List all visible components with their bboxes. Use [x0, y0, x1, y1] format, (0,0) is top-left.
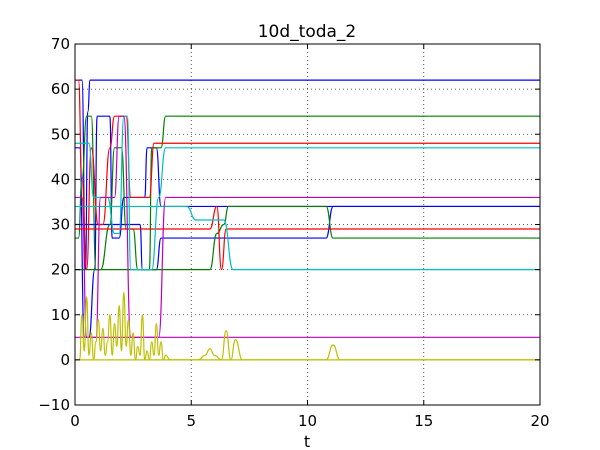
series-line-3 — [75, 205, 540, 271]
series-line-12 — [75, 291, 540, 361]
series-line-13 — [75, 329, 540, 361]
y-tick-label: 20 — [51, 261, 70, 279]
series-line-1 — [75, 79, 540, 271]
x-tick-label: 5 — [186, 412, 196, 430]
y-tick-label: 10 — [51, 306, 70, 324]
series-layer — [74, 79, 540, 361]
x-axis-label: t — [304, 432, 310, 450]
y-tick-label: 50 — [51, 125, 70, 143]
x-tick-label: 15 — [414, 412, 433, 430]
y-tick-label: −10 — [38, 396, 70, 414]
y-tick-label: 60 — [51, 80, 70, 98]
series-line-9 — [74, 205, 540, 271]
x-tick-label: 20 — [530, 412, 549, 430]
y-tick-label: 40 — [51, 170, 70, 188]
y-tick-label: 30 — [51, 216, 70, 234]
x-tick-label: 10 — [298, 412, 317, 430]
grid — [75, 44, 540, 405]
y-tick-label: 0 — [60, 351, 70, 369]
y-tick-label: 70 — [51, 35, 70, 53]
series-line-6 — [75, 79, 540, 271]
series-line-4 — [74, 115, 540, 271]
chart-title: 10d_toda_2 — [258, 22, 357, 42]
ticks — [74, 43, 541, 406]
series-line-7 — [75, 205, 540, 271]
x-tick-label: 0 — [70, 412, 80, 430]
series-line-5 — [75, 205, 540, 271]
